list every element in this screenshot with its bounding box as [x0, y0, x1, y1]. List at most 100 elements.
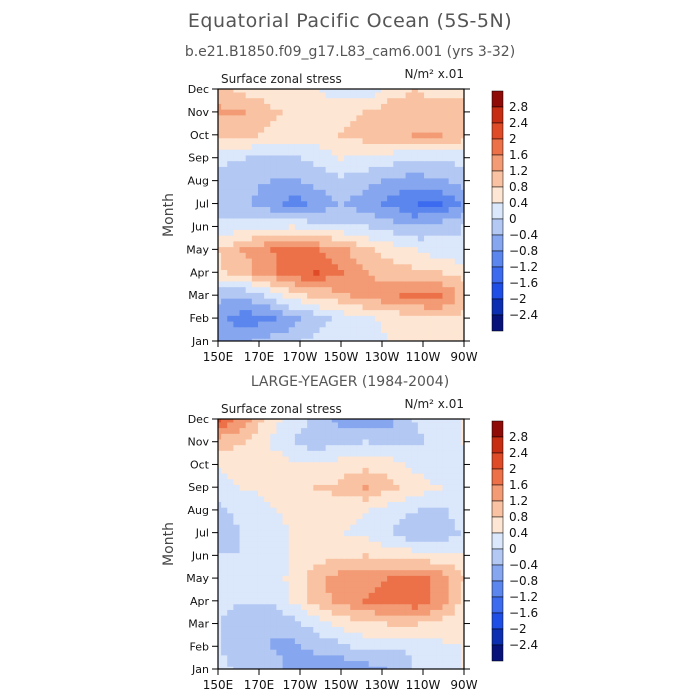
heatmap-cell — [301, 183, 308, 190]
heatmap-cell — [276, 490, 284, 497]
heatmap-cell — [251, 240, 259, 248]
heatmap-cell — [442, 609, 450, 616]
heatmap-cell — [307, 126, 314, 133]
heatmap-cell — [245, 518, 253, 525]
heatmap-cell — [313, 495, 321, 502]
heatmap-cell — [307, 455, 314, 463]
heatmap-cell — [417, 298, 425, 305]
heatmap-cell — [239, 103, 247, 110]
heatmap-cell — [264, 637, 271, 645]
heatmap-cell — [325, 529, 333, 537]
y-tick-label: Aug — [188, 175, 209, 188]
heatmap-cell — [331, 592, 339, 599]
heatmap-cell — [374, 183, 382, 190]
heatmap-cell — [417, 223, 425, 230]
heatmap-cell — [337, 472, 345, 480]
heatmap-cell — [245, 189, 253, 196]
heatmap-cell — [319, 649, 327, 656]
heatmap-cell — [411, 478, 419, 485]
heatmap-cell — [460, 615, 464, 622]
heatmap-cell — [325, 183, 333, 190]
heatmap-cell — [405, 160, 413, 167]
heatmap-cell — [436, 120, 444, 127]
heatmap-cell — [393, 315, 401, 322]
heatmap-cell — [448, 189, 456, 196]
colorbar-label: 0 — [509, 212, 517, 226]
heatmap-cell — [325, 552, 333, 559]
heatmap-cell — [337, 455, 345, 463]
heatmap-cell — [264, 580, 271, 588]
heatmap-cell — [325, 114, 333, 122]
heatmap-cell — [448, 592, 456, 599]
heatmap-cell — [430, 97, 437, 104]
heatmap-cell — [337, 309, 345, 316]
heatmap-cell — [294, 615, 302, 622]
heatmap-cell — [393, 490, 401, 497]
heatmap-cell — [356, 637, 364, 645]
heatmap-cell — [350, 263, 357, 271]
heatmap-cell — [264, 149, 271, 156]
heatmap-cell — [227, 183, 234, 190]
heatmap-cell — [430, 490, 437, 497]
heatmap-cell — [251, 546, 259, 554]
heatmap-cell — [288, 433, 296, 440]
x-tick-label: 150W — [324, 350, 359, 364]
heatmap-cell — [350, 512, 357, 520]
heatmap-cell — [251, 603, 259, 610]
heatmap-cell — [276, 217, 284, 225]
heatmap-cell — [442, 421, 450, 429]
heatmap-cell — [405, 303, 413, 311]
heatmap-cell — [430, 461, 437, 468]
heatmap-cell — [301, 166, 308, 173]
heatmap-cell — [218, 309, 222, 316]
heatmap-cell — [301, 280, 308, 288]
heatmap-cell — [460, 332, 464, 339]
heatmap-cell — [454, 563, 462, 571]
heatmap-cell — [307, 421, 314, 429]
heatmap-cell — [362, 89, 370, 93]
heatmap-cell — [442, 143, 450, 150]
heatmap-cell — [442, 326, 450, 334]
heatmap-cell — [448, 654, 456, 662]
heatmap-cell — [276, 292, 284, 299]
heatmap-cell — [362, 654, 370, 662]
heatmap-cell — [325, 620, 333, 627]
heatmap-cell — [350, 649, 357, 656]
heatmap-cell — [325, 229, 333, 236]
heatmap-cell — [221, 597, 228, 605]
heatmap-cell — [380, 438, 388, 446]
heatmap-cell — [319, 206, 327, 213]
heatmap-cell — [276, 455, 284, 463]
heatmap-cell — [325, 292, 333, 299]
heatmap-cell — [387, 569, 394, 576]
heatmap-cell — [337, 275, 345, 282]
heatmap-cell — [337, 660, 345, 667]
heatmap-cell — [264, 143, 271, 150]
heatmap-cell — [325, 131, 333, 139]
heatmap-cell — [350, 478, 357, 485]
heatmap-cell — [325, 257, 333, 265]
heatmap-cell — [460, 666, 464, 669]
heatmap-cell — [233, 495, 241, 502]
heatmap-cell — [362, 575, 370, 582]
heatmap-cell — [307, 467, 314, 474]
heatmap-cell — [239, 149, 247, 156]
heatmap-cell — [374, 177, 382, 185]
heatmap-cell — [227, 529, 234, 537]
heatmap-cell — [294, 552, 302, 559]
heatmap-cell — [424, 546, 431, 554]
heatmap-cell — [301, 569, 308, 576]
heatmap-cell — [356, 438, 364, 446]
heatmap-cell — [301, 189, 308, 196]
heatmap-cell — [319, 438, 327, 446]
heatmap-cell — [270, 114, 278, 122]
heatmap-cell — [294, 149, 302, 156]
heatmap-cell — [393, 495, 401, 502]
heatmap-cell — [374, 126, 382, 133]
heatmap-cell — [218, 263, 222, 271]
heatmap-cell — [405, 490, 413, 497]
heatmap-cell — [325, 490, 333, 497]
heatmap-cell — [460, 478, 464, 485]
heatmap-cell — [288, 501, 296, 508]
heatmap-cell — [411, 131, 419, 139]
